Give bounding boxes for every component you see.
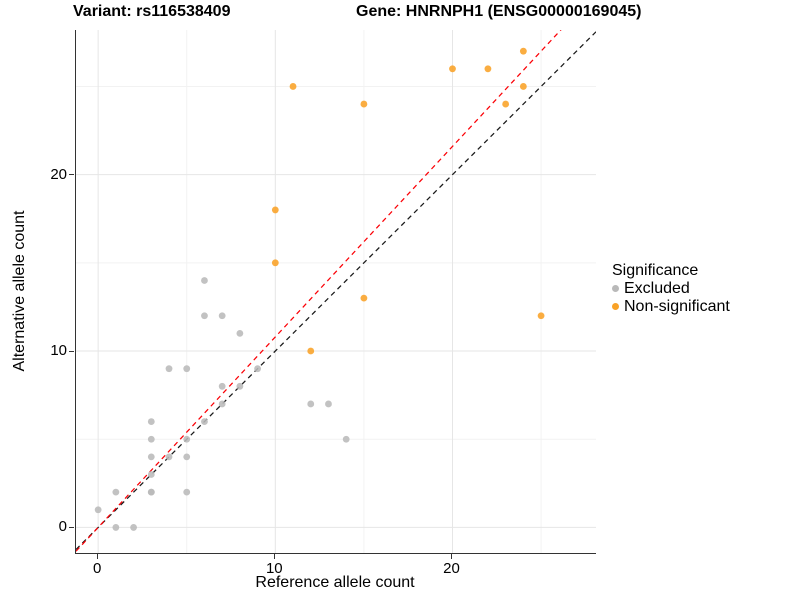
data-point	[519, 47, 527, 55]
data-point	[325, 400, 332, 408]
data-point	[484, 65, 492, 73]
series-non-significant	[271, 47, 545, 355]
y-tick-label: 20	[50, 165, 67, 183]
data-point	[271, 206, 279, 214]
data-point	[147, 488, 155, 496]
y-tick-mark	[69, 174, 74, 176]
data-point	[360, 294, 368, 302]
data-point	[130, 524, 137, 531]
plot-panel	[75, 30, 596, 554]
data-point	[236, 329, 244, 337]
data-point	[165, 453, 173, 461]
data-point	[147, 453, 155, 461]
y-tick-mark	[69, 526, 74, 529]
data-point	[147, 435, 155, 443]
data-point	[360, 100, 368, 108]
data-point	[94, 506, 102, 514]
plot-area	[76, 30, 596, 553]
data-point	[218, 400, 226, 408]
y-tick-label: 0	[58, 518, 67, 536]
data-point	[342, 435, 350, 443]
expected-ratio-line	[76, 30, 562, 552]
y-tick-mark	[69, 350, 74, 352]
data-point	[183, 435, 191, 443]
data-point	[218, 382, 226, 390]
data-point	[183, 453, 191, 461]
data-point	[307, 400, 315, 408]
legend: Significance Excluded Non-significant	[612, 261, 798, 315]
gene-title: Gene: HNRNPH1 (ENSG00000169045)	[356, 3, 642, 20]
major-gridlines	[76, 30, 596, 553]
data-point	[147, 471, 155, 478]
variant-title: Variant: rs116538409	[73, 3, 231, 20]
legend-item-excluded: Excluded	[612, 280, 798, 298]
legend-item-label: Excluded	[624, 280, 690, 297]
x-tick-mark	[273, 554, 276, 559]
data-point	[147, 418, 155, 425]
data-point	[307, 347, 315, 355]
x-axis-label: Reference allele count	[255, 574, 415, 591]
data-point	[112, 488, 120, 496]
x-tick-label: 10	[265, 560, 283, 577]
legend-item-label: Non-significant	[624, 297, 730, 315]
series-excluded	[94, 277, 350, 531]
data-point	[502, 100, 510, 108]
data-point	[449, 65, 456, 73]
data-point	[519, 83, 527, 90]
data-point	[218, 312, 226, 320]
data-point	[254, 365, 262, 373]
data-point	[112, 524, 120, 531]
data-point	[183, 488, 191, 496]
legend-title: Significance	[612, 262, 699, 279]
data-point	[165, 365, 173, 373]
data-point	[201, 277, 208, 284]
x-tick-label: 20	[443, 560, 460, 577]
minor-gridlines	[76, 30, 596, 553]
identity-line	[76, 31, 596, 550]
data-point	[201, 312, 208, 320]
x-tick-mark	[96, 554, 98, 559]
data-point	[183, 365, 191, 373]
excluded-dot-icon	[612, 285, 619, 293]
data-point	[236, 382, 244, 390]
legend-item-non-significant: Non-significant	[612, 298, 798, 316]
y-axis-label: Alternative allele count	[11, 210, 28, 372]
data-point	[271, 259, 279, 267]
data-point	[201, 418, 208, 425]
non-significant-dot-icon	[612, 302, 619, 310]
y-tick-label: 10	[50, 342, 67, 360]
data-point	[289, 83, 297, 90]
data-point	[537, 312, 545, 320]
x-tick-label: 0	[92, 560, 102, 577]
x-tick-mark	[450, 554, 453, 559]
